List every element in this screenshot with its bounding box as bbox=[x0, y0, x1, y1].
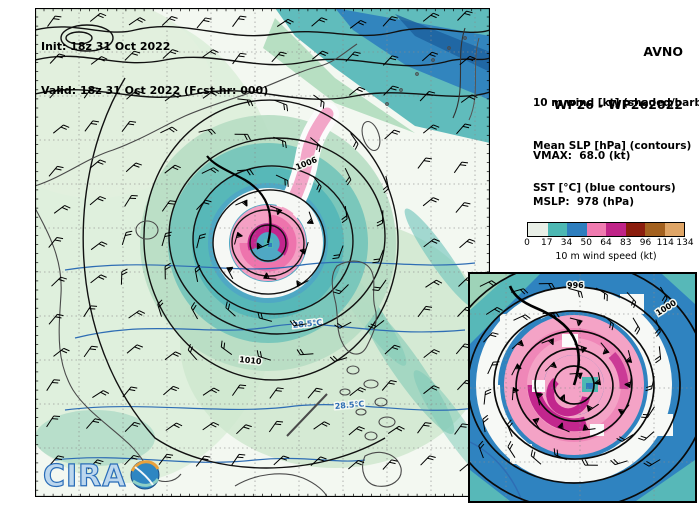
colorbar-title: 10 m wind speed (kt) bbox=[555, 251, 657, 262]
colorbar-gradient bbox=[527, 222, 685, 237]
main-map-svg: 28.5°C 28.5°C 1006 1010 bbox=[35, 8, 490, 497]
colorbar: 0 17 34 50 64 83 96 114 134 10 m wind speed (kt) bbox=[524, 222, 694, 262]
sst-label: 28.5°C bbox=[334, 399, 364, 411]
model-name: AVNO bbox=[643, 44, 683, 59]
slp-label: 1010 bbox=[239, 355, 263, 366]
inset-slp-contours bbox=[470, 274, 695, 501]
colorbar-tick-label: 134 bbox=[676, 238, 694, 248]
colorbar-segment bbox=[606, 223, 626, 236]
colorbar-segment bbox=[528, 223, 548, 236]
cira-logo: CIRA bbox=[42, 458, 160, 495]
colorbar-tick-label: 50 bbox=[580, 238, 592, 248]
colorbar-tick-label: 17 bbox=[541, 238, 553, 248]
map-title: Init: 18z 31 Oct 2022 Valid: 18z 31 Oct … bbox=[41, 10, 268, 114]
legend-line: 10 m wind [kt] (shaded/barb) bbox=[533, 97, 699, 110]
slp-contours bbox=[35, 24, 490, 469]
map-frame bbox=[35, 8, 490, 497]
inset-track-line bbox=[508, 285, 580, 386]
init-label: Init: 18z 31 Oct 2022 bbox=[41, 39, 171, 53]
colorbar-tick-label: 0 bbox=[524, 238, 530, 248]
colorbar-tick-label: 64 bbox=[600, 238, 612, 248]
colorbar-segment bbox=[625, 223, 645, 236]
colorbar-segment bbox=[567, 223, 587, 236]
legend-line: Mean SLP [hPa] (contours) bbox=[533, 139, 692, 152]
colorbar-ticks: 0 17 34 50 64 83 96 114 134 bbox=[524, 237, 693, 249]
colorbar-segment bbox=[586, 223, 606, 236]
mslp-value: MSLP: 978 (hPa) bbox=[533, 196, 635, 209]
coastlines bbox=[35, 36, 467, 497]
inset-zoom-panel: 996 1000 bbox=[468, 272, 697, 503]
main-map-panel: 28.5°C 28.5°C 1006 1010 bbox=[35, 8, 490, 497]
storm-id: WP26 - WP262022 bbox=[553, 96, 683, 112]
legend-line: SST [°C] (blue contours) bbox=[533, 182, 676, 195]
track-line bbox=[206, 155, 272, 244]
colorbar-segment bbox=[547, 223, 567, 236]
valid-label: Valid: 18z 31 Oct 2022 (Fcst hr: 000) bbox=[41, 84, 269, 98]
inset-svg: 996 1000 bbox=[470, 274, 695, 501]
colorbar-tick-label: 83 bbox=[620, 238, 632, 248]
legend-block: 10 m wind [kt] (shaded/barb) Mean SLP [h… bbox=[533, 68, 699, 210]
vmax-value: VMAX: 68.0 (kt) bbox=[533, 150, 631, 163]
colorbar-tick-label: 96 bbox=[639, 238, 652, 248]
colorbar-segment bbox=[645, 223, 665, 236]
cira-logo-text: CIRA bbox=[43, 459, 127, 494]
colorbar-tick-label: 34 bbox=[560, 238, 573, 248]
colorbar-tick-label: 114 bbox=[656, 238, 674, 248]
storm-vitals: VMAX: 68.0 (kt) MSLP: 978 (hPa) bbox=[533, 119, 634, 226]
inset-sst-contour bbox=[470, 441, 523, 501]
colorbar-segment bbox=[664, 223, 684, 236]
header: AVNO WP26 - WP262022 bbox=[554, 8, 683, 131]
inset-wind-shading bbox=[470, 274, 695, 501]
